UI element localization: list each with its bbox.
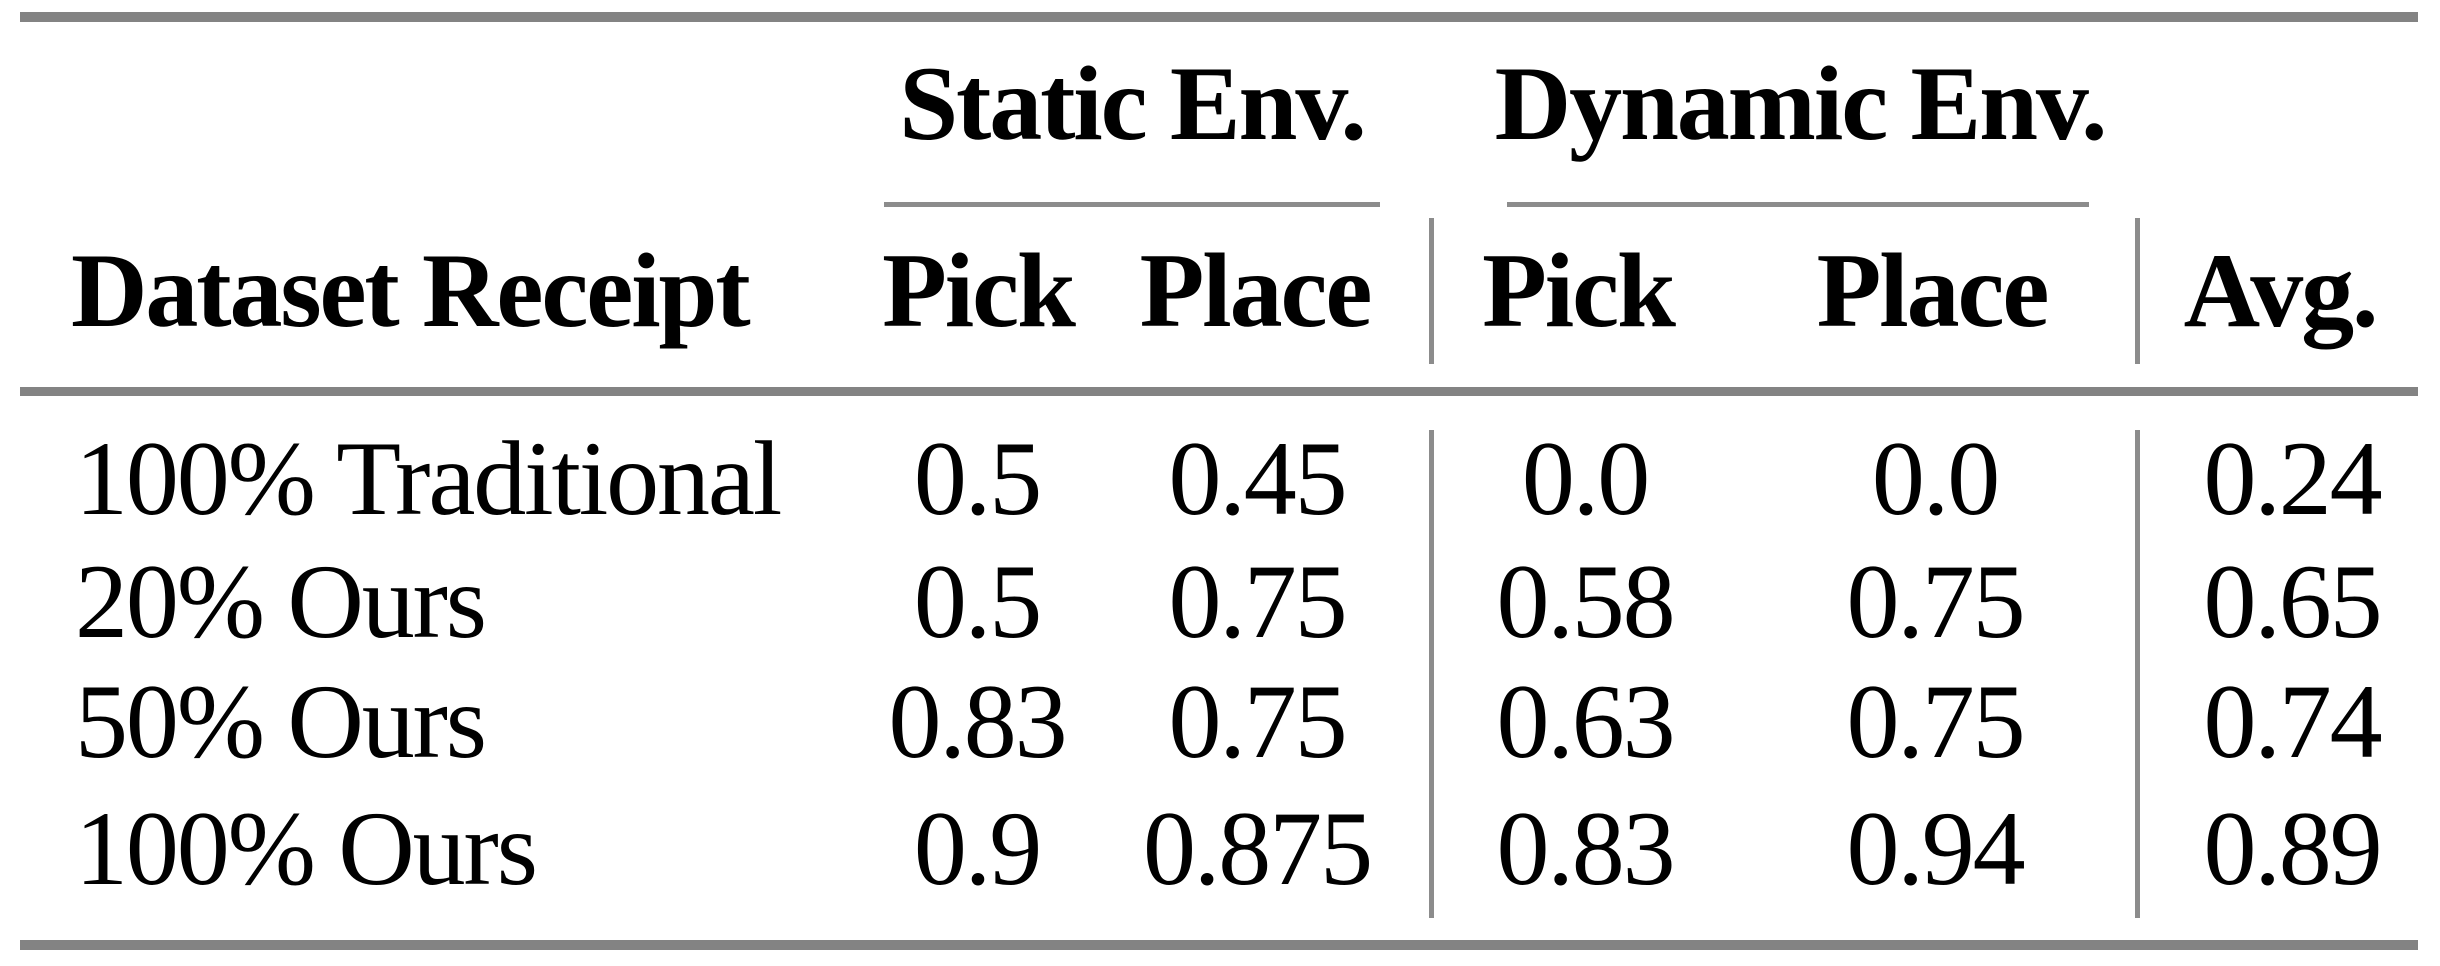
cell-dynamic-place: 0.75 — [1846, 543, 2025, 660]
cell-static-place: 0.875 — [1143, 790, 1373, 907]
cell-static-pick: 0.5 — [913, 543, 1042, 660]
column-header-dynamic-place: Place — [1816, 232, 2050, 349]
cell-avg: 0.65 — [2203, 543, 2382, 660]
top-rule — [20, 12, 2418, 22]
cell-avg: 0.89 — [2203, 790, 2382, 907]
column-header-avg: Avg. — [2183, 232, 2379, 349]
cell-dynamic-pick: 0.83 — [1496, 790, 1675, 907]
row-label: 100% Ours — [75, 790, 538, 907]
cell-dynamic-pick: 0.0 — [1521, 420, 1650, 537]
column-header-static-pick: Pick — [882, 232, 1076, 349]
vertical-separator-1-header — [1429, 218, 1434, 364]
vertical-separator-2-body — [2135, 430, 2140, 918]
bottom-rule — [20, 940, 2418, 950]
static-env-cmidrule — [884, 202, 1380, 207]
cell-static-pick: 0.9 — [913, 790, 1042, 907]
cell-avg: 0.24 — [2203, 420, 2382, 537]
cell-dynamic-place: 0.0 — [1871, 420, 2000, 537]
cell-dynamic-pick: 0.63 — [1496, 663, 1675, 780]
cell-static-place: 0.45 — [1168, 420, 1347, 537]
row-label: 50% Ours — [75, 663, 487, 780]
row-label: 100% Traditional — [75, 420, 782, 537]
column-header-static-place: Place — [1139, 232, 1373, 349]
cell-dynamic-place: 0.94 — [1846, 790, 2025, 907]
cell-static-pick: 0.83 — [888, 663, 1067, 780]
row-label: 20% Ours — [75, 543, 487, 660]
group-header-static-env: Static Env. — [899, 45, 1367, 162]
cell-static-place: 0.75 — [1168, 663, 1347, 780]
column-header-dynamic-pick: Pick — [1482, 232, 1676, 349]
vertical-separator-2-header — [2135, 218, 2140, 364]
column-header-dataset-receipt: Dataset Receipt — [71, 232, 751, 349]
cell-dynamic-pick: 0.58 — [1496, 543, 1675, 660]
dynamic-env-cmidrule — [1507, 202, 2089, 207]
cell-static-pick: 0.5 — [913, 420, 1042, 537]
cell-static-place: 0.75 — [1168, 543, 1347, 660]
vertical-separator-1-body — [1429, 430, 1434, 918]
cell-dynamic-place: 0.75 — [1846, 663, 2025, 780]
header-body-rule — [20, 387, 2418, 396]
cell-avg: 0.74 — [2203, 663, 2382, 780]
group-header-dynamic-env: Dynamic Env. — [1494, 45, 2108, 162]
